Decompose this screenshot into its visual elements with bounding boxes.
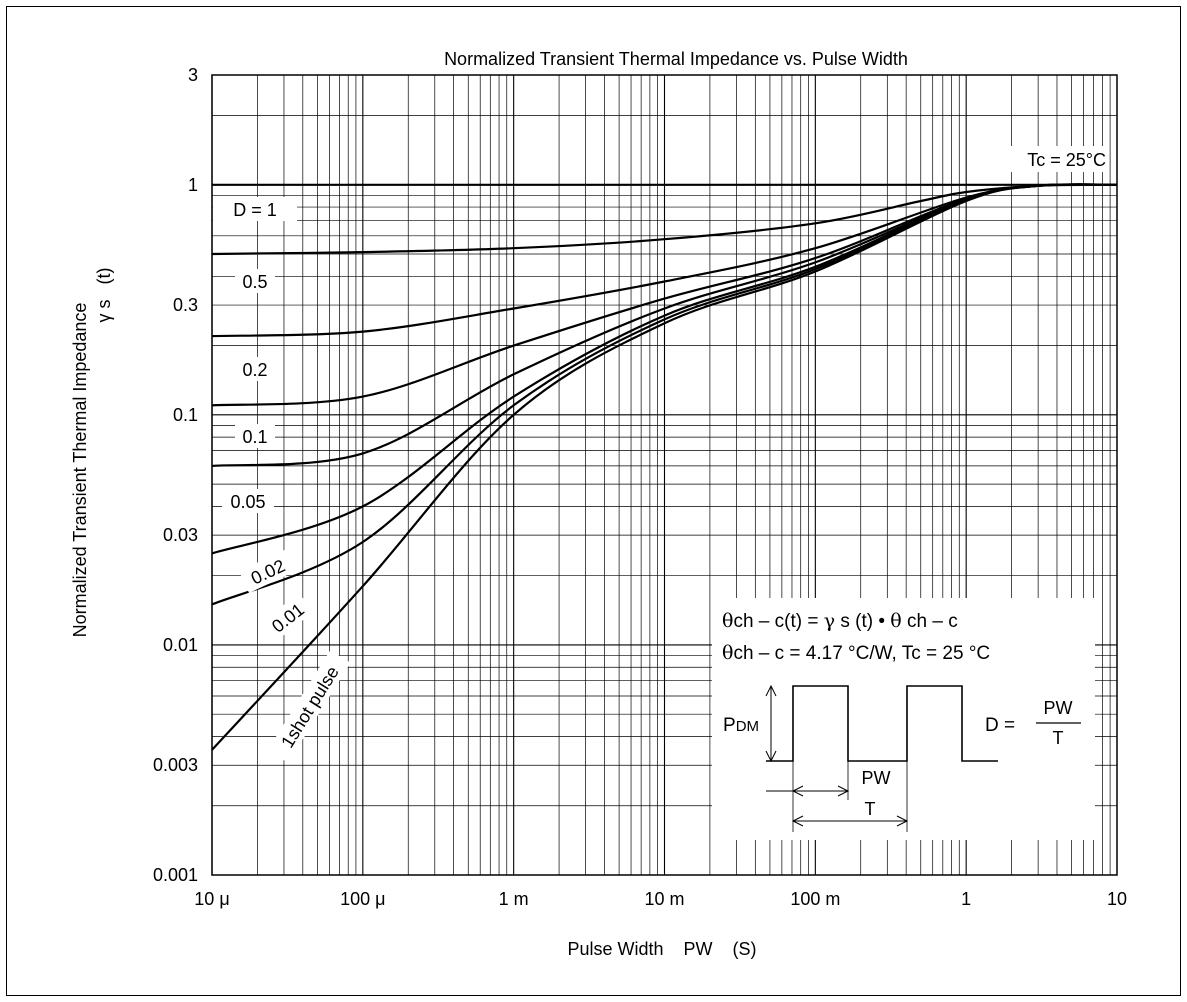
pw-label: PW xyxy=(862,768,891,788)
t-label: T xyxy=(865,799,876,819)
curve-label-bg xyxy=(213,197,297,221)
curve-label-bg xyxy=(235,424,275,448)
formula-part: θ xyxy=(722,610,733,632)
arrow-down-icon xyxy=(765,750,777,763)
y-tick-label: 0.001 xyxy=(153,865,198,885)
plot-border xyxy=(211,74,1118,876)
duty-denominator: T xyxy=(1053,728,1064,748)
formula-bg xyxy=(712,598,1095,682)
formula-part: θ xyxy=(722,642,733,664)
formula-part: ch – c = 4.17 °C/W, Tc = 25 °C xyxy=(733,643,990,664)
formula-part: θ xyxy=(890,610,901,632)
duty-formula-prefix: D = xyxy=(985,715,1015,736)
curve-label-bg xyxy=(235,357,275,381)
curve-label-bg xyxy=(235,269,275,293)
x-tick-label: 100 μ xyxy=(340,889,385,909)
formula-part: ch – c xyxy=(902,611,958,632)
curve-label: 0.02 xyxy=(238,549,297,593)
curve-label-text: D = 1 xyxy=(233,200,277,220)
pdm-label-bg xyxy=(722,710,770,736)
curves xyxy=(211,183,1118,751)
curve-label-bg xyxy=(222,489,274,513)
curve-label: 0.01 xyxy=(261,592,314,642)
y-tick-label: 1 xyxy=(188,175,198,195)
condition-label: Tc = 25°C xyxy=(975,146,1107,172)
x-tick-label: 10 m xyxy=(644,889,684,909)
pulse-waveform xyxy=(766,685,998,762)
y-tick-label: 0.003 xyxy=(153,755,198,775)
x-tick-label: 10 xyxy=(1107,889,1127,909)
curve-label: D = 1 xyxy=(213,197,297,221)
curve-label-bg xyxy=(267,650,351,763)
arrow-up-icon xyxy=(765,684,777,697)
condition-label-bg xyxy=(975,146,1107,172)
curve-label: 0.05 xyxy=(222,489,274,513)
series-line xyxy=(211,183,1118,256)
y-axis-label: Normalized Transient Thermal Impedance xyxy=(70,303,90,638)
y-tick-label: 3 xyxy=(188,65,198,85)
curve-label: 0.1 xyxy=(235,424,275,448)
pdm-label-sub: DM xyxy=(736,718,759,735)
curve-label-text: 0.5 xyxy=(242,272,267,292)
pdm-label: PDM xyxy=(723,715,759,736)
curve-label-bg xyxy=(238,549,297,593)
formula-part: s (t) • xyxy=(835,611,890,632)
y-tick-label: 0.03 xyxy=(163,525,198,545)
x-tick-label: 1 xyxy=(961,889,971,909)
curve-label-text: 0.2 xyxy=(242,360,267,380)
pdm-label-main: P xyxy=(723,715,736,736)
curve-label: 0.2 xyxy=(235,357,275,381)
y-tick-label: 0.01 xyxy=(163,635,198,655)
y-axis-label-symbol: γ s (t) xyxy=(94,268,114,323)
x-tick-label: 10 μ xyxy=(194,889,229,909)
condition-label-text: Tc = 25°C xyxy=(1027,150,1106,170)
chart-title: Normalized Transient Thermal Impedance v… xyxy=(444,49,908,69)
formula-line-1: θch – c(t) = γ s (t) • θ ch – c xyxy=(722,610,958,632)
y-tick-label: 0.1 xyxy=(173,405,198,425)
duty-numerator: PW xyxy=(1044,698,1073,718)
curve-label: 0.5 xyxy=(235,269,275,293)
x-axis-label: Pulse Width PW (S) xyxy=(567,939,756,959)
curve-label-text: 0.05 xyxy=(230,492,265,512)
series-line xyxy=(211,183,1118,751)
curve-label-text: 0.1 xyxy=(242,427,267,447)
formula-part: ch – c(t) = xyxy=(733,611,823,632)
y-tick-label: 0.3 xyxy=(173,295,198,315)
x-tick-label: 100 m xyxy=(790,889,840,909)
curve-labels: D = 1 0.5 0.2 0.1 0.05 0.020.01 1shot pulse Tc … xyxy=(213,146,1107,763)
formula-part: γ xyxy=(824,610,835,632)
formula-line-2: θch – c = 4.17 °C/W, Tc = 25 °C xyxy=(722,642,990,664)
figure-frame xyxy=(6,6,1181,996)
curve-label-bg xyxy=(261,592,314,642)
x-tick-label: 1 m xyxy=(499,889,529,909)
curve-label-text: 1shot pulse xyxy=(277,663,343,752)
